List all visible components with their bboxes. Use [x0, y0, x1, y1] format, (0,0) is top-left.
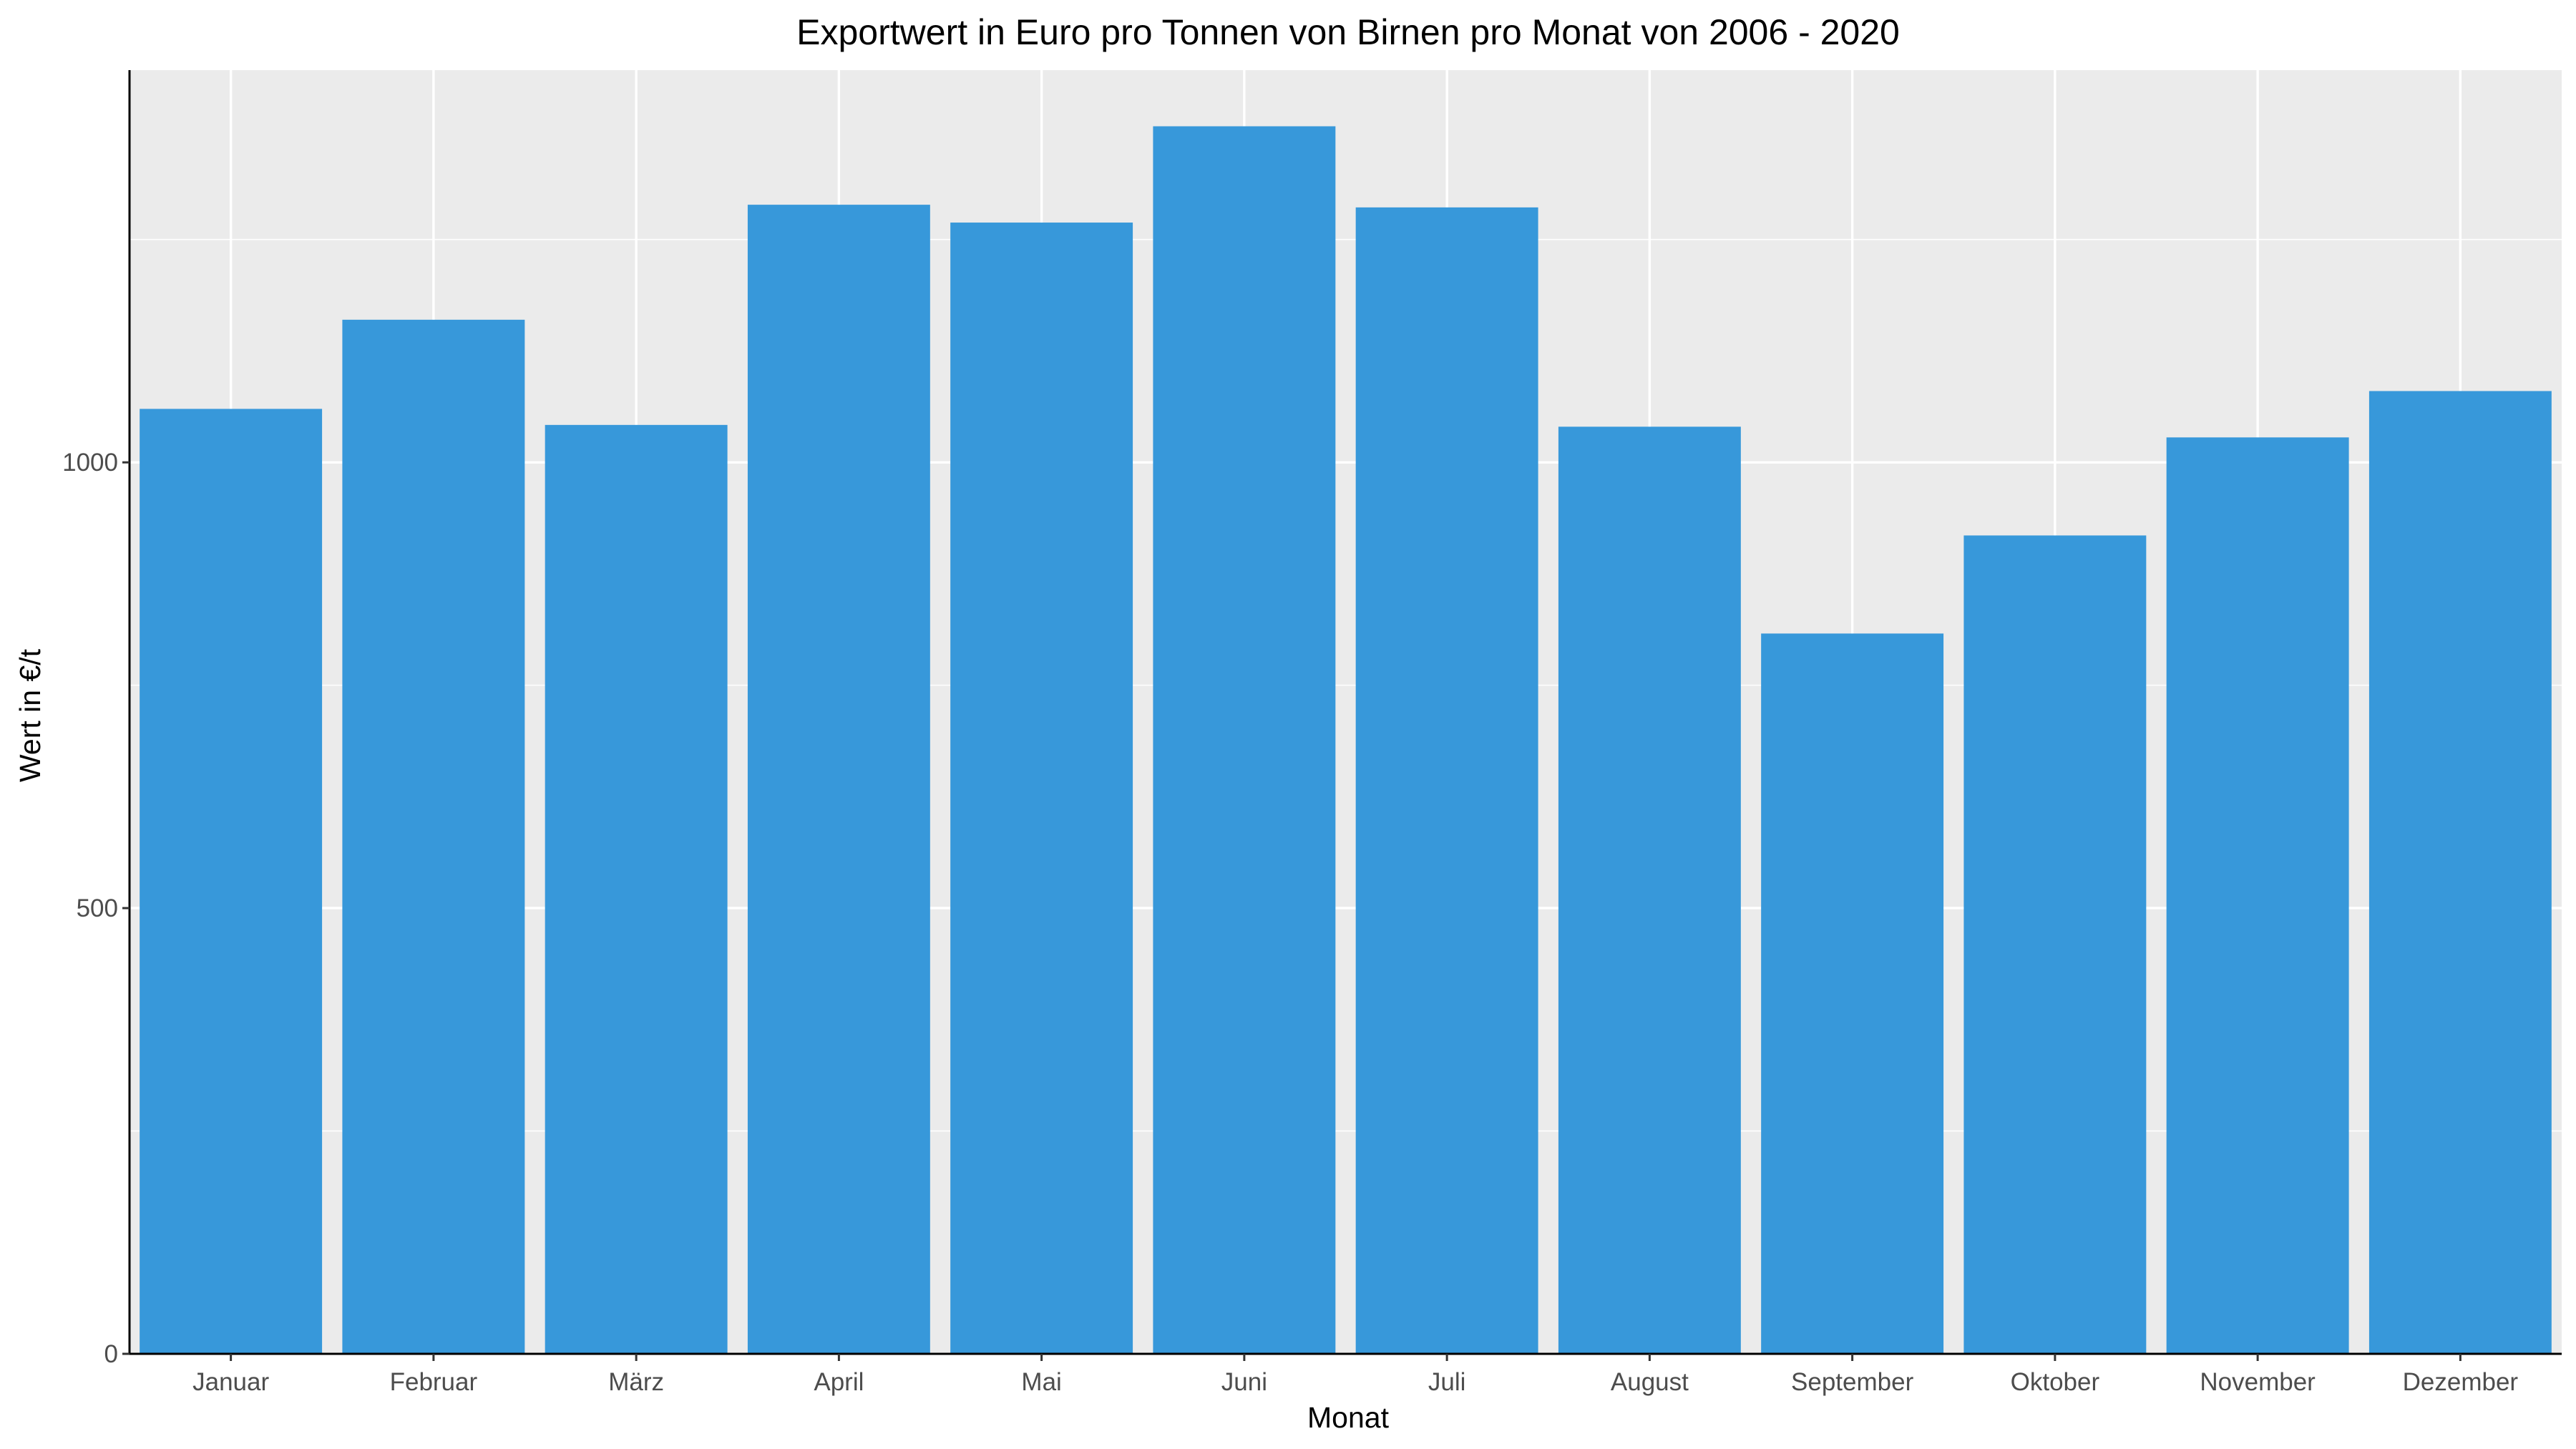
- x-tick-label: Mai: [1021, 1368, 1061, 1396]
- chart-title: Exportwert in Euro pro Tonnen von Birnen…: [796, 12, 1900, 52]
- y-axis-ticks: 0 500 1000: [62, 449, 130, 1368]
- x-tick-label: April: [814, 1368, 864, 1396]
- x-tick-label: März: [608, 1368, 664, 1396]
- axes: [128, 70, 2562, 1355]
- y-tick-label: 1000: [62, 449, 118, 477]
- bar-februar: [342, 319, 525, 1354]
- bar-juli: [1355, 207, 1538, 1354]
- x-tick-label: Februar: [390, 1368, 478, 1396]
- bar-august: [1558, 426, 1741, 1355]
- y-axis-title: Wert in €/t: [14, 648, 47, 782]
- y-tick-label: 500: [77, 894, 118, 922]
- y-tick-label: 0: [104, 1340, 118, 1368]
- bar-juni: [1153, 126, 1336, 1354]
- bars: [140, 126, 2552, 1355]
- x-tick-label: Dezember: [2403, 1368, 2519, 1396]
- x-tick-label: Juli: [1428, 1368, 1466, 1396]
- x-tick-label: Juni: [1221, 1368, 1267, 1396]
- x-tick-label: November: [2200, 1368, 2316, 1396]
- bar-märz: [545, 424, 728, 1354]
- bar-januar: [140, 409, 323, 1354]
- bar-dezember: [2368, 391, 2552, 1354]
- bar-november: [2166, 437, 2349, 1354]
- bar-mai: [950, 223, 1133, 1355]
- x-tick-label: September: [1791, 1368, 1914, 1396]
- bar-oktober: [1963, 535, 2147, 1355]
- plot-panel: [130, 70, 2562, 1354]
- x-tick-label: Oktober: [2011, 1368, 2100, 1396]
- x-tick-label: August: [1611, 1368, 1689, 1396]
- x-axis-ticks: Januar Februar März April Mai Juni Juli August S…: [192, 1354, 2518, 1396]
- bar-april: [747, 205, 930, 1354]
- x-tick-label: Januar: [192, 1368, 269, 1396]
- bar-september: [1761, 633, 1944, 1354]
- x-axis-title: Monat: [1307, 1401, 1390, 1434]
